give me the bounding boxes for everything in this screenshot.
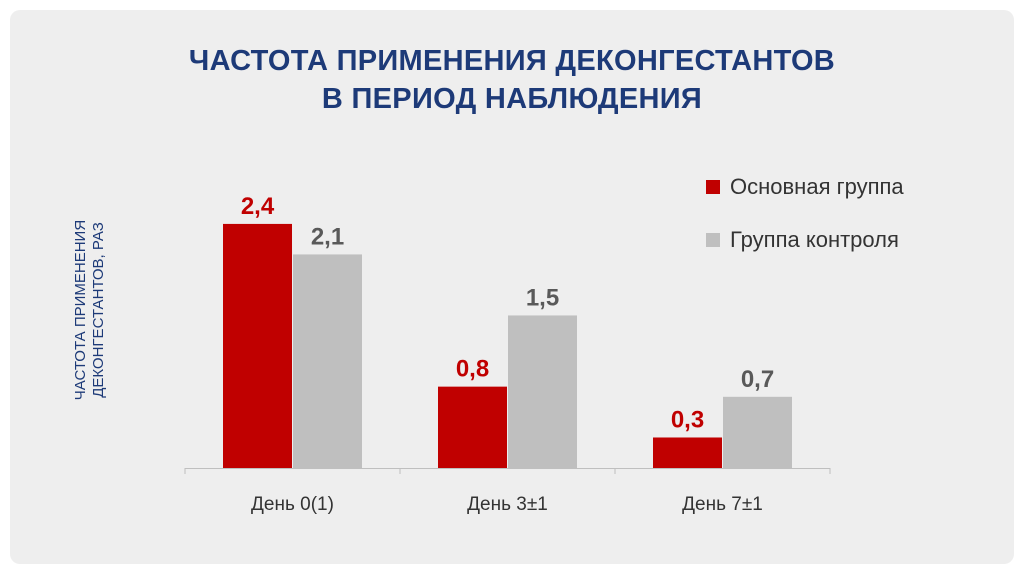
data-label-main-1: 2,4: [241, 193, 275, 220]
x-tick-label-3: День 7±1: [682, 494, 763, 515]
bar-control-3: [723, 396, 792, 468]
chart-title-line-1: ЧАСТОТА ПРИМЕНЕНИЯ ДЕКОНГЕСТАНТОВ: [188, 45, 836, 77]
legend-swatch-control: [706, 233, 720, 247]
bar-main-2: [438, 386, 507, 468]
slide-background: [10, 10, 1014, 564]
bar-main-3: [653, 437, 722, 468]
legend-label-control: Группа контроля: [730, 227, 899, 252]
bar-control-2: [508, 315, 577, 468]
legend-item-main: Основная группа: [706, 172, 904, 202]
bar-control-1: [293, 254, 362, 468]
x-tick-label-1: День 0(1): [251, 494, 334, 515]
legend-item-control: Группа контроля: [706, 225, 904, 255]
chart-legend: Основная группа Группа контроля: [706, 172, 904, 278]
data-label-main-2: 0,8: [456, 356, 489, 383]
chart-title-line-2: В ПЕРИОД НАБЛЮДЕНИЯ: [321, 83, 703, 115]
legend-swatch-main: [706, 180, 720, 194]
chart-title: ЧАСТОТА ПРИМЕНЕНИЯ ДЕКОНГЕСТАНТОВ В ПЕРИ…: [0, 42, 1024, 118]
data-label-main-3: 0,3: [671, 406, 704, 433]
data-label-control-1: 2,1: [311, 223, 344, 250]
legend-label-main: Основная группа: [730, 174, 904, 199]
bar-main-1: [223, 223, 292, 468]
data-label-control-3: 0,7: [741, 366, 774, 393]
data-label-control-2: 1,5: [526, 284, 559, 311]
x-tick-label-2: День 3±1: [467, 494, 548, 515]
